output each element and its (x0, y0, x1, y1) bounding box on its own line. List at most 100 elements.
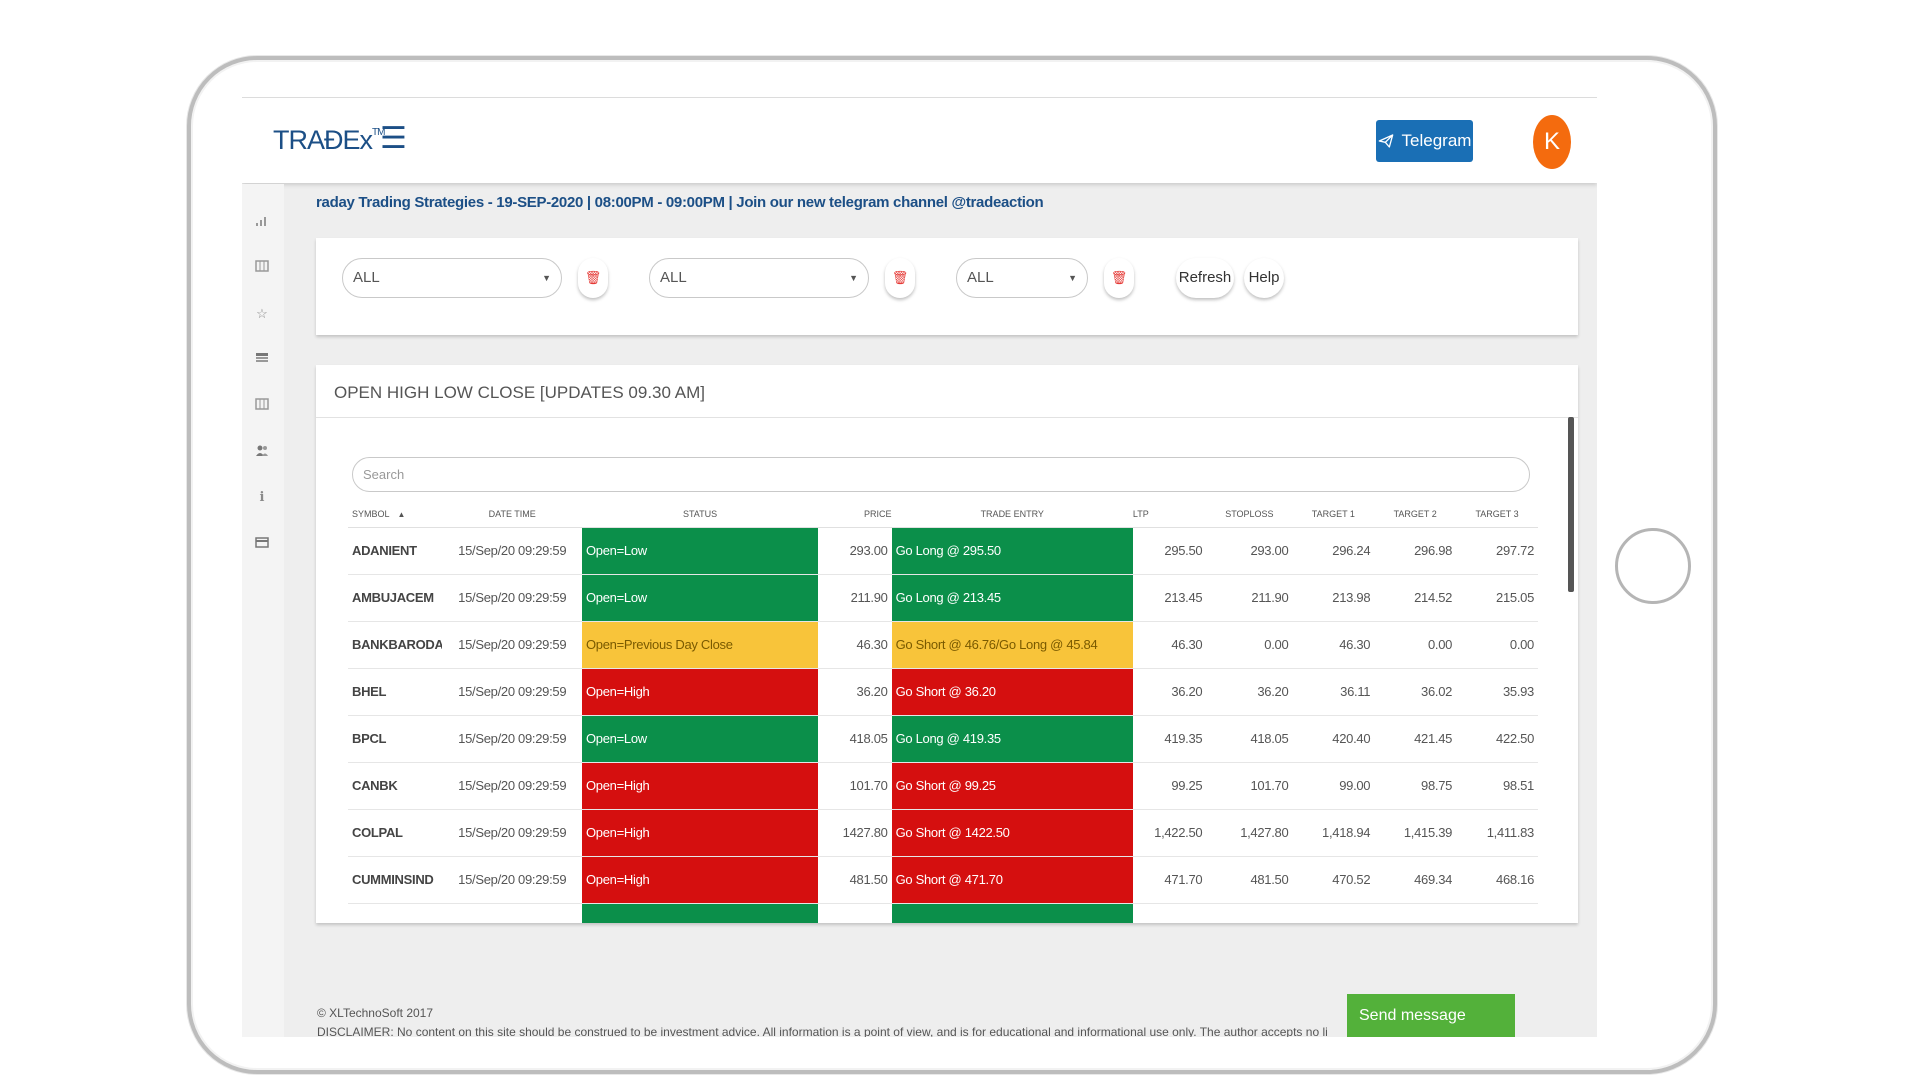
empty-cell (348, 903, 443, 923)
trade-entry-cell: Go Long @ 419.35 (891, 715, 1133, 763)
target3-cell: 215.05 (1456, 574, 1538, 622)
stoploss-cell: 101.70 (1206, 762, 1293, 810)
target1-cell: 213.98 (1292, 574, 1375, 622)
list-icon[interactable] (253, 259, 271, 277)
ltp-cell: 419.35 (1132, 715, 1207, 763)
empty-cell (1206, 903, 1293, 923)
search-input[interactable]: Search (352, 457, 1530, 492)
target1-cell: 296.24 (1292, 527, 1375, 575)
column-header-target-2[interactable]: TARGET 2 (1374, 501, 1457, 528)
column-header-status[interactable]: STATUS (582, 501, 819, 528)
table-row[interactable]: BANKBARODA 15/Sep/20 09:29:59 Open=Previou… (348, 621, 1538, 669)
sidebar: ☆ i (242, 184, 284, 1037)
column-header-stoploss[interactable]: STOPLOSS (1206, 501, 1293, 528)
table-row[interactable]: CUMMINSIND 15/Sep/20 09:29:59 Open=High 481… (348, 856, 1538, 904)
card-title: OPEN HIGH LOW CLOSE [UPDATES 09.30 AM] (334, 383, 705, 402)
hamburger-icon[interactable]: ☰ (380, 122, 407, 155)
divider (316, 417, 1578, 418)
stoploss-cell: 481.50 (1206, 856, 1293, 904)
filter-select-3[interactable]: ALL ▼ (956, 258, 1088, 298)
empty-cell (582, 903, 819, 923)
column-header-target-1[interactable]: TARGET 1 (1292, 501, 1375, 528)
ltp-cell: 295.50 (1132, 527, 1207, 575)
top-bar: TRAĐExTM ☰ Telegram K (242, 98, 1597, 183)
price-cell: 46.30 (818, 621, 892, 669)
empty-cell (442, 903, 582, 923)
info-icon[interactable]: i (259, 490, 265, 505)
target2-cell: 469.34 (1374, 856, 1457, 904)
datetime-cell: 15/Sep/20 09:29:59 (442, 809, 582, 857)
price-cell: 481.50 (818, 856, 892, 904)
stoploss-cell: 211.90 (1206, 574, 1293, 622)
symbol-cell: CUMMINSIND (348, 856, 443, 904)
scrollbar[interactable] (1568, 417, 1574, 592)
trade-entry-cell: Go Long @ 295.50 (891, 527, 1133, 575)
news-icon[interactable] (253, 351, 271, 369)
table-row[interactable]: ADANIENT 15/Sep/20 09:29:59 Open=Low 293.00… (348, 527, 1538, 575)
ohlc-table: SYMBOL ▲ DATE TIME STATUS PRICE TRADE ENTRY LT… (348, 501, 1538, 923)
datetime-cell: 15/Sep/20 09:29:59 (442, 762, 582, 810)
news-ticker[interactable]: raday Trading Strategies - 19-SEP-2020 |… (316, 194, 1044, 211)
table-row[interactable]: BHEL 15/Sep/20 09:29:59 Open=High 36.20 Go S… (348, 668, 1538, 716)
app-logo[interactable]: TRAĐExTM (273, 125, 386, 155)
symbol-cell: COLPAL (348, 809, 443, 857)
symbol-cell: BANKBARODA (348, 621, 443, 669)
status-cell: Open=High (582, 668, 819, 716)
ltp-cell: 99.25 (1132, 762, 1207, 810)
help-button[interactable]: Help (1244, 258, 1284, 298)
table-row[interactable]: COLPAL 15/Sep/20 09:29:59 Open=High 1427.80… (348, 809, 1538, 857)
target1-cell: 470.52 (1292, 856, 1375, 904)
send-message-button[interactable]: Send message (1347, 994, 1515, 1037)
column-header-trade-entry[interactable]: TRADE ENTRY (891, 501, 1133, 528)
target3-cell: 0.00 (1456, 621, 1538, 669)
card-icon[interactable] (253, 535, 271, 553)
trade-entry-cell: Go Long @ 213.45 (891, 574, 1133, 622)
price-cell: 293.00 (818, 527, 892, 575)
target2-cell: 98.75 (1374, 762, 1457, 810)
telegram-button[interactable]: Telegram (1376, 120, 1473, 162)
table-row[interactable]: BPCL 15/Sep/20 09:29:59 Open=Low 418.05 Go L… (348, 715, 1538, 763)
refresh-button[interactable]: Refresh (1176, 258, 1234, 298)
column-header-price[interactable]: PRICE (818, 501, 892, 528)
ltp-cell: 213.45 (1132, 574, 1207, 622)
trash-icon[interactable]: 🗑 (578, 258, 608, 298)
status-cell: Open=Low (582, 527, 819, 575)
filter-select-2[interactable]: ALL ▼ (649, 258, 869, 298)
price-cell: 101.70 (818, 762, 892, 810)
column-header-symbol[interactable]: SYMBOL ▲ (348, 501, 443, 528)
star-icon[interactable]: ☆ (256, 306, 268, 321)
target3-cell: 297.72 (1456, 527, 1538, 575)
table-header-row: SYMBOL ▲ DATE TIME STATUS PRICE TRADE ENTRY LT… (348, 501, 1538, 528)
price-cell: 418.05 (818, 715, 892, 763)
datetime-cell: 15/Sep/20 09:29:59 (442, 856, 582, 904)
list-icon[interactable] (253, 397, 271, 415)
ltp-cell: 46.30 (1132, 621, 1207, 669)
bar-chart-icon[interactable] (253, 213, 271, 231)
trash-icon[interactable]: 🗑 (1104, 258, 1134, 298)
users-icon[interactable] (253, 443, 271, 461)
target2-cell: 421.45 (1374, 715, 1457, 763)
symbol-cell: CANBK (348, 762, 443, 810)
ltp-cell: 36.20 (1132, 668, 1207, 716)
status-cell: Open=Low (582, 574, 819, 622)
empty-cell (891, 903, 1133, 923)
column-header-date-time[interactable]: DATE TIME (442, 501, 582, 528)
datetime-cell: 15/Sep/20 09:29:59 (442, 574, 582, 622)
filter-select-1[interactable]: ALL ▼ (342, 258, 562, 298)
table-row[interactable]: AMBUJACEM 15/Sep/20 09:29:59 Open=Low 211.9… (348, 574, 1538, 622)
avatar[interactable]: K (1533, 115, 1571, 169)
target2-cell: 36.02 (1374, 668, 1457, 716)
table-row[interactable]: CANBK 15/Sep/20 09:29:59 Open=High 101.70 Go… (348, 762, 1538, 810)
target3-cell: 35.93 (1456, 668, 1538, 716)
caret-down-icon: ▼ (542, 273, 551, 283)
caret-down-icon: ▼ (849, 273, 858, 283)
stoploss-cell: 293.00 (1206, 527, 1293, 575)
trash-icon[interactable]: 🗑 (885, 258, 915, 298)
empty-cell (818, 903, 892, 923)
column-header-ltp[interactable]: LTP (1132, 501, 1207, 528)
trade-entry-cell: Go Short @ 1422.50 (891, 809, 1133, 857)
trade-entry-cell: Go Short @ 99.25 (891, 762, 1133, 810)
tablet-home-button[interactable] (1615, 528, 1691, 604)
status-cell: Open=Previous Day Close (582, 621, 819, 669)
column-header-target-3[interactable]: TARGET 3 (1456, 501, 1538, 528)
